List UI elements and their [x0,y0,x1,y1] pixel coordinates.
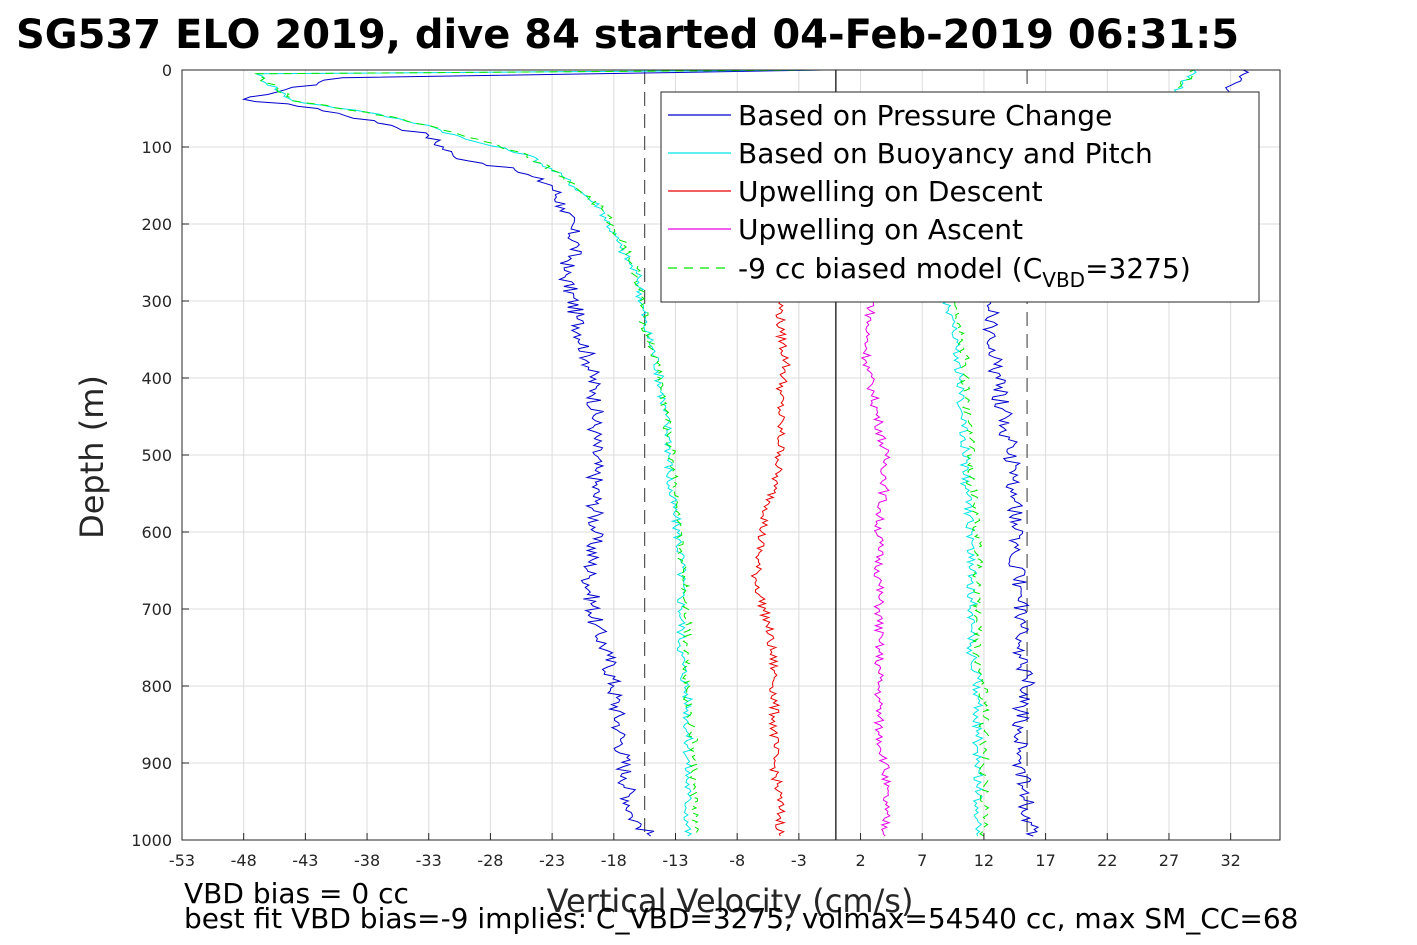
legend-label-upwelling-ascent: Upwelling on Ascent [738,213,1023,246]
y-ticks: 0 100 200 300 400 500 600 700 800 900 1000 [131,61,189,850]
legend-label-buoyancy: Based on Buoyancy and Pitch [738,137,1153,170]
x-ticks: -53 -48 -43 -38 -33 -28 -23 -18 -13 -8 -3 2 7 12 17 22 2… [169,833,1241,870]
x-tick-label: -3 [791,851,807,870]
x-axis-label: Vertical Velocity (cm/s) [547,882,914,920]
x-tick-label: -28 [477,851,503,870]
x-tick-label: 27 [1159,851,1179,870]
y-tick-label: 800 [141,677,172,696]
x-tick-label: -48 [231,851,257,870]
footnote-best-fit: best fit VBD bias=-9 implies: C_VBD=3275… [184,902,1298,935]
chart-title: SG537 ELO 2019, dive 84 started 04-Feb-2… [16,12,1239,58]
x-tick-label: 22 [1097,851,1117,870]
x-tick-label: -18 [601,851,627,870]
y-tick-label: 1000 [131,831,172,850]
x-tick-label: 12 [974,851,994,870]
x-tick-label: -13 [662,851,688,870]
y-tick-label: 0 [162,61,172,80]
y-tick-label: 600 [141,523,172,542]
y-tick-label: 200 [141,215,172,234]
series-line-3-descent [860,300,892,837]
y-tick-label: 100 [141,138,172,157]
x-tick-label: -38 [354,851,380,870]
legend-label-biased-model: -9 cc biased model (CVBD=3275) [738,252,1191,292]
series-line-2-descent [750,300,791,837]
y-tick-label: 400 [141,369,172,388]
x-tick-label: -43 [292,851,318,870]
series-line-1-descent [255,69,824,837]
footnote-vbd-bias: VBD bias = 0 cc [184,877,409,910]
series-group [241,69,1250,837]
y-axis-label: Depth (m) [73,375,111,539]
y-tick-label: 300 [141,292,172,311]
x-tick-label: -23 [539,851,565,870]
series-line-0-descent [241,69,824,837]
legend-label-pressure: Based on Pressure Change [738,99,1112,132]
x-tick-label: -8 [729,851,745,870]
x-tick-label: 17 [1035,851,1055,870]
legend: Based on Pressure Change Based on Buoyan… [660,91,1260,303]
x-tick-label: 7 [917,851,927,870]
series-line-4-descent [254,69,824,837]
y-tick-label: 700 [141,600,172,619]
x-tick-label: 2 [855,851,865,870]
legend-box [660,91,1260,303]
x-tick-label: 32 [1220,851,1240,870]
x-tick-label: -33 [416,851,442,870]
legend-label-upwelling-descent: Upwelling on Descent [738,175,1043,208]
y-tick-label: 900 [141,754,172,773]
x-tick-label: -53 [169,851,195,870]
y-tick-label: 500 [141,446,172,465]
